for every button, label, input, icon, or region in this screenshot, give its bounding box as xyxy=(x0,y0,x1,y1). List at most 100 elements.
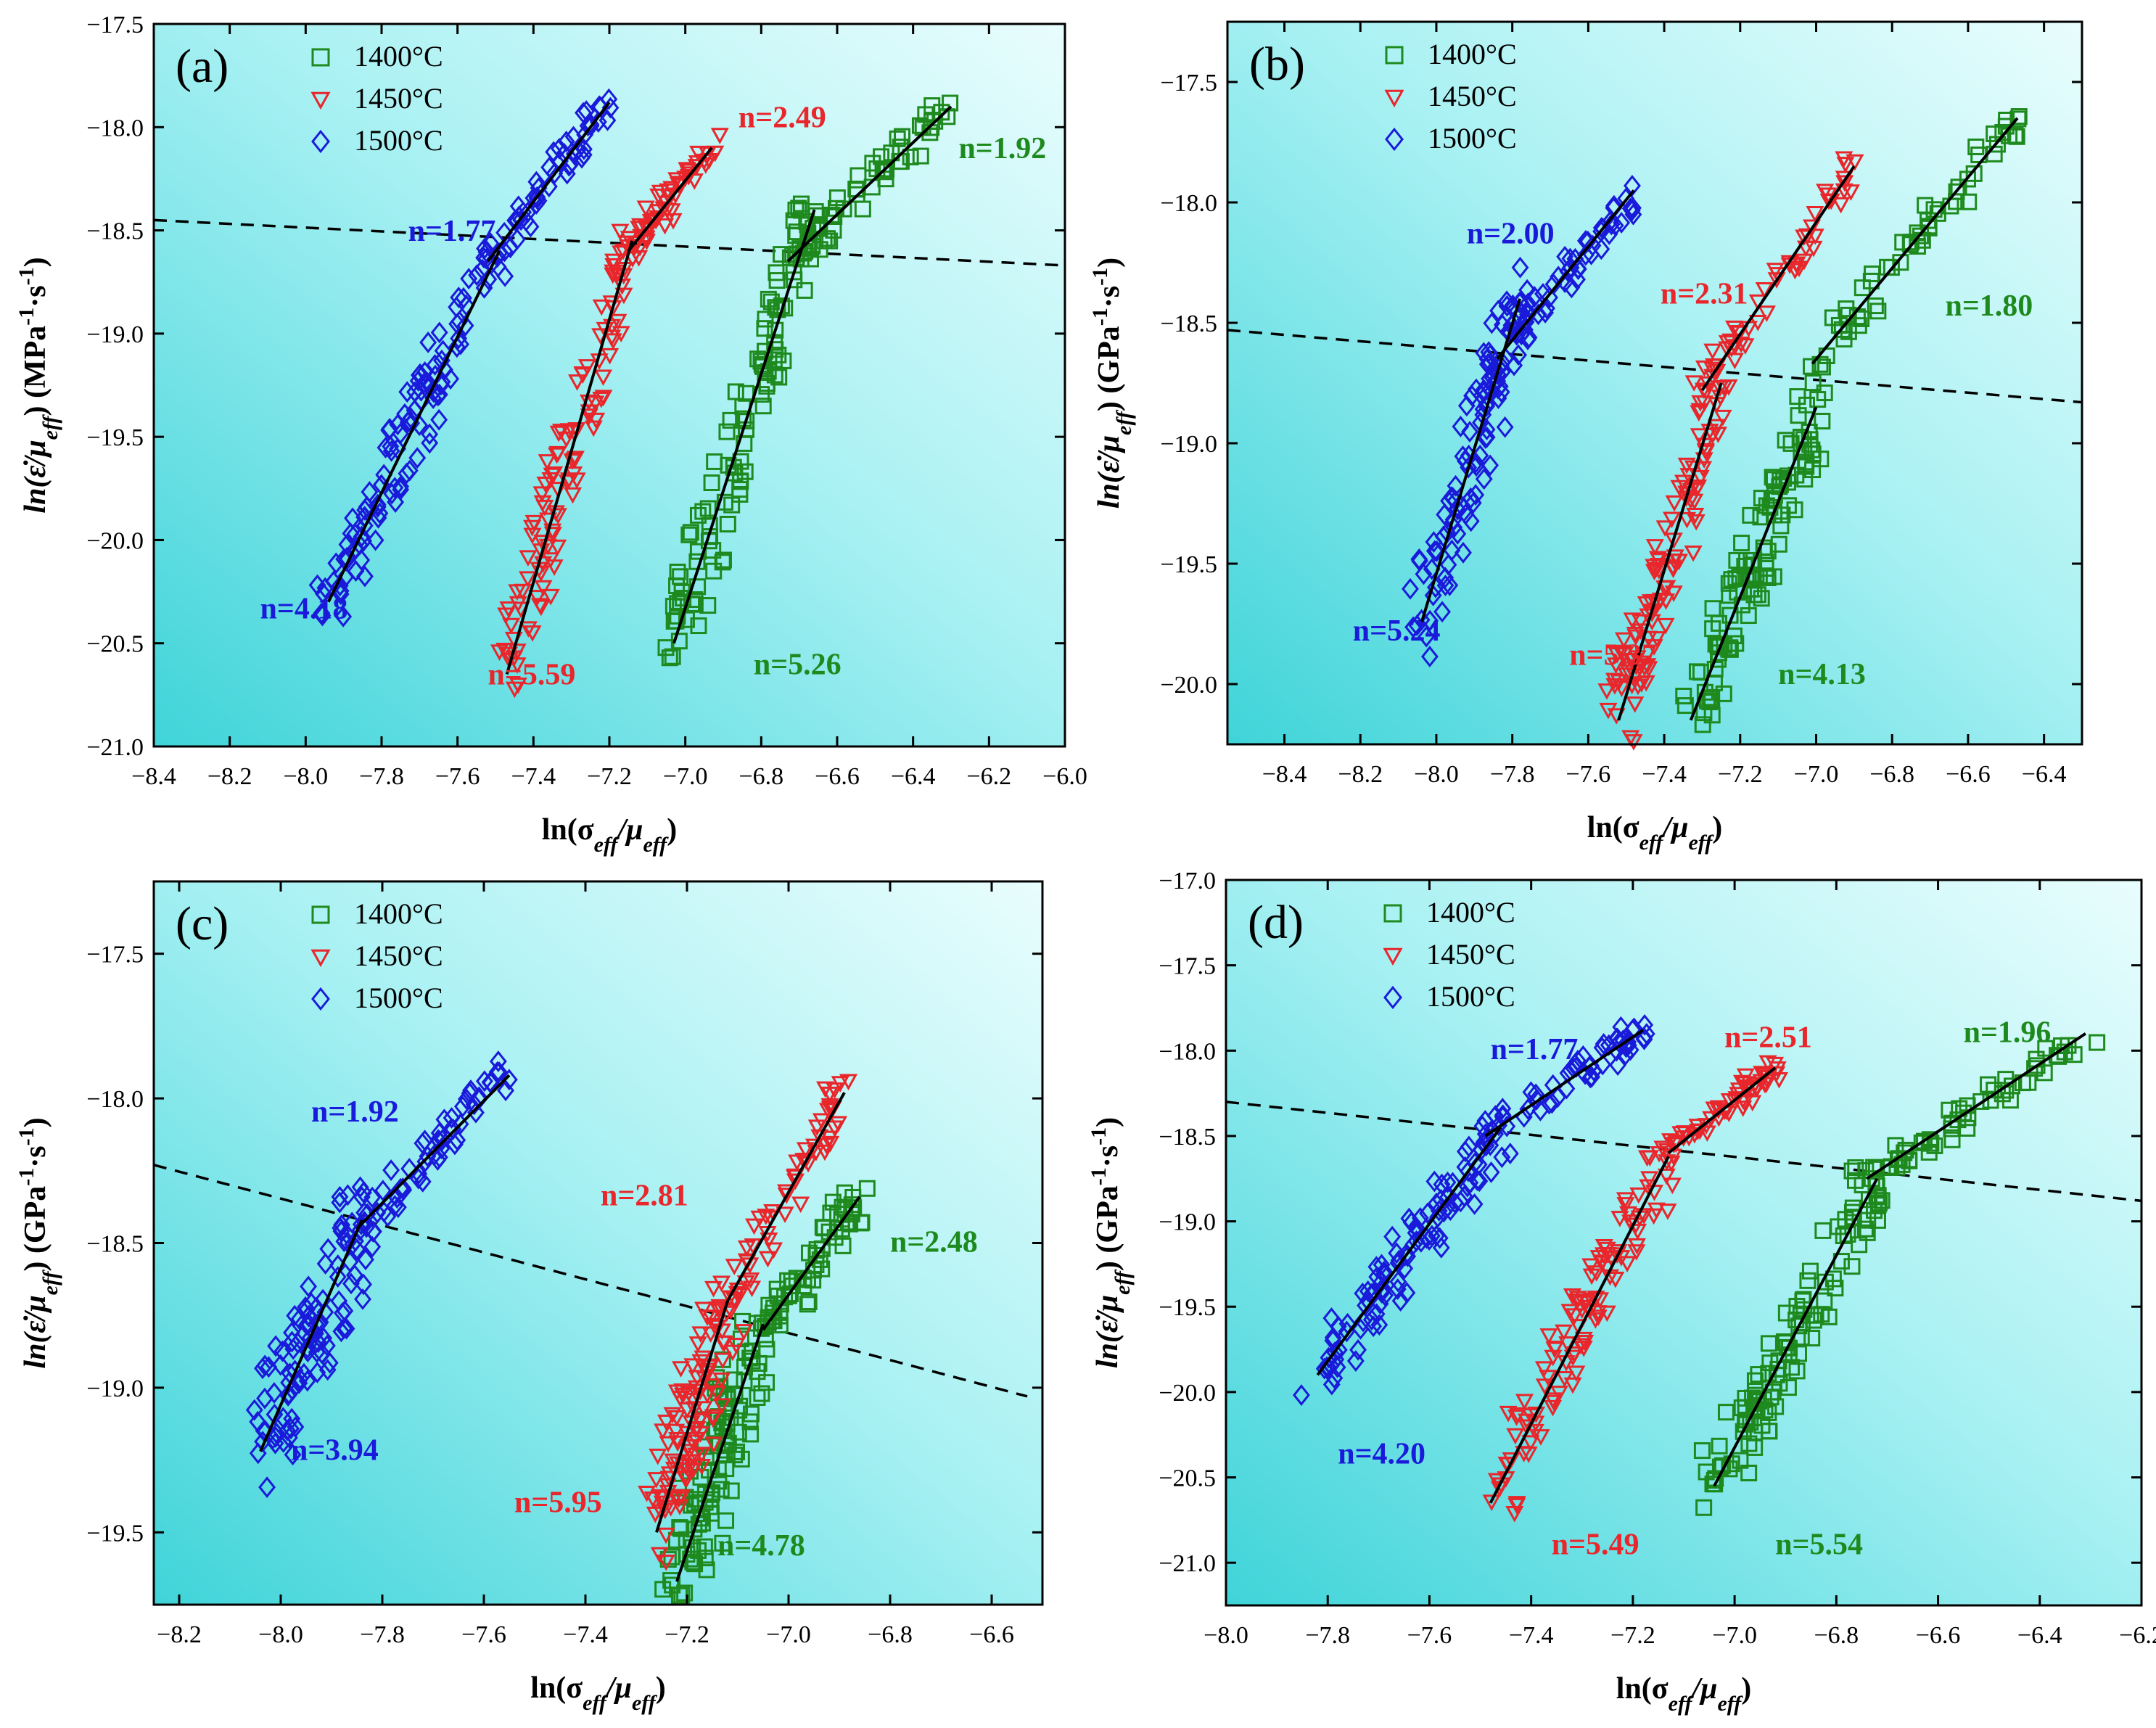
data-point xyxy=(523,519,542,537)
data-point xyxy=(1695,452,1713,469)
y-tick-label: −19.5 xyxy=(86,424,144,451)
x-tick-label: −6.4 xyxy=(2022,761,2067,788)
data-point xyxy=(592,299,611,316)
data-point xyxy=(1687,514,1706,531)
data-point xyxy=(416,361,434,383)
data-point xyxy=(290,1308,308,1330)
data-point xyxy=(814,1219,831,1236)
data-point xyxy=(1543,1092,1561,1114)
x-tick-label: −7.4 xyxy=(1509,1622,1554,1649)
data-point xyxy=(1568,1050,1587,1071)
data-point xyxy=(548,508,567,524)
y-tick-label: −18.0 xyxy=(1160,190,1217,217)
data-point xyxy=(715,1336,734,1352)
data-point xyxy=(1988,136,2006,153)
data-point xyxy=(398,381,416,403)
legend-label: 1500°C xyxy=(1428,122,1517,155)
data-point xyxy=(1798,228,1817,245)
x-label-subscript: eff xyxy=(1688,831,1714,855)
data-point xyxy=(760,290,777,308)
data-point xyxy=(1901,1151,1918,1169)
x-label-subscript: eff xyxy=(583,1691,609,1715)
data-point xyxy=(1428,1225,1445,1247)
data-point xyxy=(667,1384,686,1402)
data-point xyxy=(369,493,387,516)
data-point xyxy=(1803,1330,1821,1347)
data-point xyxy=(319,1238,337,1260)
data-point xyxy=(1426,576,1444,598)
data-point xyxy=(455,287,472,309)
data-point xyxy=(430,408,448,431)
series-1450C xyxy=(638,1074,858,1571)
data-point xyxy=(659,183,678,200)
data-point xyxy=(1767,1398,1785,1415)
data-point xyxy=(245,1399,263,1421)
data-point xyxy=(1892,254,1909,271)
data-point xyxy=(580,404,598,421)
n-value-annotation: n=5.95 xyxy=(514,1486,602,1519)
n-value-annotation: n=1.77 xyxy=(408,215,496,248)
data-point xyxy=(544,466,564,483)
y-tick-label: −18.0 xyxy=(86,115,144,141)
data-point xyxy=(1452,1190,1470,1213)
data-point xyxy=(1661,1133,1680,1150)
data-point xyxy=(258,1476,276,1499)
data-point xyxy=(1724,320,1744,337)
data-point xyxy=(502,617,521,635)
fit-line xyxy=(1316,1126,1502,1376)
data-point xyxy=(719,515,736,532)
x-tick-label: −6.4 xyxy=(2017,1622,2062,1649)
data-point xyxy=(1943,1131,1961,1148)
data-point xyxy=(577,100,596,122)
data-point xyxy=(1476,427,1494,449)
data-point xyxy=(1587,1291,1605,1307)
data-point xyxy=(661,649,678,667)
n-value-annotation: n=2.00 xyxy=(1467,217,1555,250)
y-tick-label: −18.5 xyxy=(1159,1124,1216,1151)
data-point xyxy=(1711,1437,1728,1455)
data-point xyxy=(1663,559,1682,577)
data-point xyxy=(698,1561,715,1579)
legend-marker xyxy=(1384,89,1404,108)
data-point xyxy=(777,1188,796,1204)
series-1450C xyxy=(490,128,729,699)
data-point xyxy=(1628,1223,1647,1241)
data-point xyxy=(1581,1258,1600,1275)
data-point xyxy=(1560,1304,1579,1321)
data-point xyxy=(1869,1187,1887,1204)
x-tick-label: −7.6 xyxy=(435,763,480,790)
data-point xyxy=(1627,1238,1646,1255)
x-tick-label: −8.2 xyxy=(157,1621,202,1648)
data-point xyxy=(657,1527,675,1544)
dashed-threshold-line xyxy=(1225,1100,2142,1203)
data-point xyxy=(765,1242,783,1259)
data-point xyxy=(707,1386,726,1402)
legend-label: 1450°C xyxy=(354,82,443,115)
legend-label: 1400°C xyxy=(354,40,443,73)
data-point xyxy=(406,381,424,403)
data-point xyxy=(1819,187,1838,205)
data-point xyxy=(1519,1098,1537,1120)
x-tick-label: −6.8 xyxy=(1814,1622,1859,1649)
data-point xyxy=(1443,539,1461,561)
data-point xyxy=(683,1434,702,1452)
x-tick-label: −7.4 xyxy=(1642,761,1687,788)
data-point xyxy=(1511,256,1529,279)
data-point xyxy=(465,1093,483,1116)
data-point xyxy=(1597,683,1616,700)
x-tick-label: −7.2 xyxy=(1610,1622,1655,1649)
data-point xyxy=(470,1088,487,1111)
x-tick-label: −8.2 xyxy=(207,763,252,790)
data-point xyxy=(1388,1242,1406,1264)
series-1500C xyxy=(1402,175,1642,667)
y-axis-label: ln(ε̇/μeff) (GPa-1·s-1) xyxy=(1087,1117,1135,1368)
series-1500C xyxy=(1292,1014,1655,1406)
data-point xyxy=(1857,1162,1875,1180)
x-tick-label: −7.0 xyxy=(1794,761,1839,788)
data-point xyxy=(566,450,585,468)
x-tick-label: −7.0 xyxy=(1712,1622,1757,1649)
data-point xyxy=(1732,336,1750,353)
data-point xyxy=(902,148,919,165)
data-point xyxy=(1704,620,1721,638)
data-point xyxy=(551,424,570,440)
